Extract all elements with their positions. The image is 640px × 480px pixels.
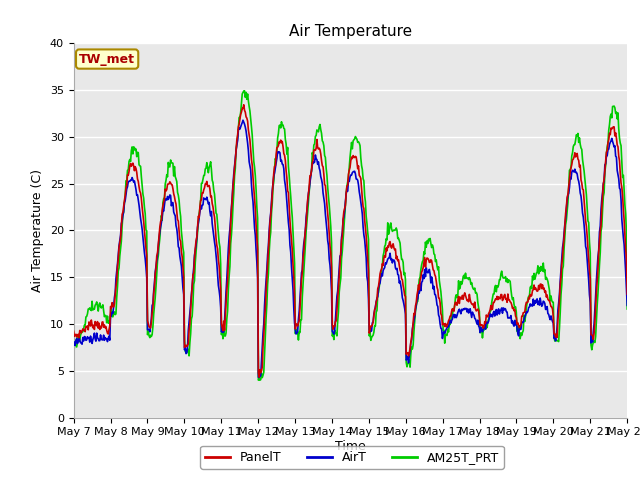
AirT bbox=[419, 272, 427, 278]
AM25T_PRT bbox=[70, 348, 77, 354]
AM25T_PRT bbox=[193, 240, 200, 245]
PanelT bbox=[240, 102, 248, 108]
AirT bbox=[239, 117, 247, 123]
Line: AM25T_PRT: AM25T_PRT bbox=[74, 91, 627, 380]
PanelT bbox=[435, 295, 443, 301]
AirT bbox=[137, 216, 145, 221]
AM25T_PRT bbox=[419, 258, 427, 264]
PanelT bbox=[222, 300, 230, 306]
X-axis label: Time: Time bbox=[335, 440, 366, 453]
AM25T_PRT bbox=[137, 164, 145, 169]
PanelT bbox=[137, 190, 145, 196]
Legend: PanelT, AirT, AM25T_PRT: PanelT, AirT, AM25T_PRT bbox=[200, 446, 504, 469]
AM25T_PRT bbox=[241, 88, 248, 94]
AirT bbox=[70, 342, 77, 348]
AM25T_PRT bbox=[255, 377, 262, 383]
Title: Air Temperature: Air Temperature bbox=[289, 24, 412, 39]
AirT bbox=[193, 235, 200, 240]
Line: AirT: AirT bbox=[74, 120, 627, 377]
PanelT bbox=[80, 327, 88, 333]
Line: PanelT: PanelT bbox=[74, 105, 627, 377]
AM25T_PRT bbox=[222, 330, 230, 336]
Y-axis label: Air Temperature (C): Air Temperature (C) bbox=[31, 169, 44, 292]
AirT bbox=[222, 288, 230, 294]
AirT bbox=[80, 338, 88, 344]
AM25T_PRT bbox=[435, 278, 443, 284]
AirT bbox=[255, 374, 263, 380]
AirT bbox=[435, 314, 443, 320]
AirT bbox=[623, 302, 631, 308]
AM25T_PRT bbox=[623, 306, 631, 312]
AM25T_PRT bbox=[80, 326, 88, 332]
PanelT bbox=[193, 234, 200, 240]
PanelT bbox=[70, 328, 77, 334]
PanelT bbox=[419, 265, 427, 271]
PanelT bbox=[623, 291, 631, 297]
PanelT bbox=[255, 374, 263, 380]
Text: TW_met: TW_met bbox=[79, 53, 135, 66]
